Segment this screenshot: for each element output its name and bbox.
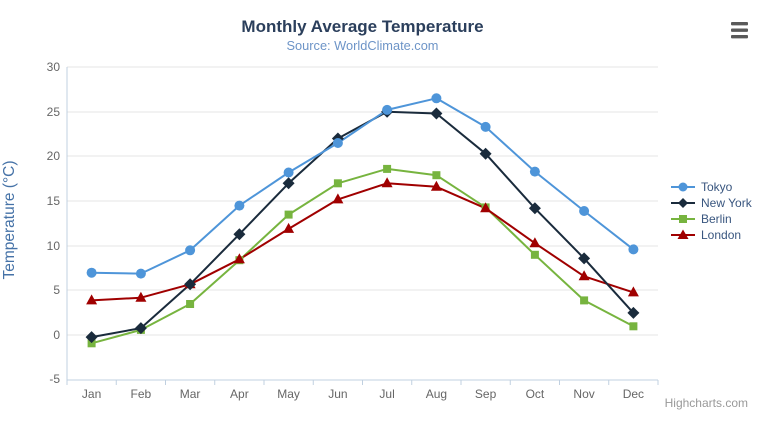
svg-text:Berlin: Berlin [701,212,732,226]
svg-text:Mar: Mar [180,387,201,401]
svg-text:Apr: Apr [230,387,249,401]
svg-text:Aug: Aug [426,387,447,401]
svg-text:10: 10 [47,239,61,253]
svg-text:30: 30 [47,60,61,74]
svg-text:Jul: Jul [379,387,394,401]
svg-text:20: 20 [47,149,61,163]
svg-text:New York: New York [701,196,753,210]
svg-text:Sep: Sep [475,387,497,401]
svg-text:London: London [701,228,741,242]
svg-text:Oct: Oct [526,387,545,401]
svg-text:25: 25 [47,105,61,119]
svg-text:Jun: Jun [328,387,347,401]
svg-text:Temperature (°C): Temperature (°C) [1,160,18,279]
svg-text:May: May [277,387,300,401]
svg-text:-5: -5 [49,372,60,386]
svg-text:Tokyo: Tokyo [701,180,733,194]
svg-text:Jan: Jan [82,387,101,401]
svg-text:Dec: Dec [623,387,644,401]
svg-text:Nov: Nov [573,387,594,401]
svg-text:Feb: Feb [131,387,152,401]
svg-text:0: 0 [53,328,60,342]
svg-text:5: 5 [53,283,60,297]
svg-text:15: 15 [47,194,61,208]
